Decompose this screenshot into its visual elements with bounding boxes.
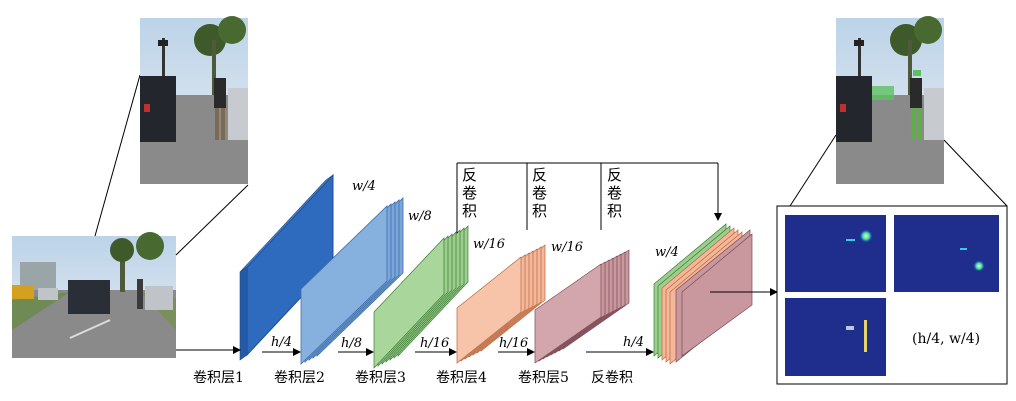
conv5-feature-map [534, 249, 630, 364]
svg-text:积: 积 [462, 202, 477, 220]
layer-label-conv1: 卷积层1 [193, 370, 244, 386]
zoom-line-left-a [94, 74, 141, 237]
width-label-conv4: w/16 [551, 240, 583, 255]
zoom-line-right-b [943, 139, 1008, 207]
heatmap-1 [785, 215, 886, 292]
svg-text:卷: 卷 [607, 184, 622, 202]
layer-label-deconv: 反卷积 [591, 370, 633, 386]
deconv-branch-label-3: 反 卷 积 [607, 166, 622, 220]
width-label-conv1: w/4 [352, 179, 376, 194]
svg-text:反: 反 [607, 166, 622, 184]
svg-text:反: 反 [462, 166, 477, 184]
svg-text:反: 反 [532, 166, 547, 184]
height-label-conv3: h/16 [420, 336, 449, 351]
deconv-branch-label-1: 反 卷 积 [462, 166, 477, 220]
layer-label-conv2: 卷积层2 [274, 370, 325, 386]
output-size-label: (h/4, w/4) [912, 331, 980, 347]
width-label-deconv: w/4 [655, 245, 679, 260]
input-crop-image [140, 16, 248, 184]
svg-text:卷: 卷 [462, 184, 477, 202]
output-crop-image [836, 16, 944, 184]
zoom-line-right-a [789, 134, 837, 207]
input-image [12, 232, 176, 358]
zoom-line-left-b [175, 184, 249, 256]
height-label-conv4: h/16 [499, 336, 528, 351]
conv4-feature-map [456, 244, 546, 364]
width-label-conv3: w/16 [473, 237, 505, 252]
height-label-deconv: h/4 [623, 335, 644, 350]
layer-label-conv3: 卷积层3 [355, 370, 406, 386]
heatmap-3 [785, 298, 886, 376]
deconv-branch-label-2: 反 卷 积 [532, 166, 547, 220]
layer-label-conv4: 卷积层4 [436, 370, 487, 386]
heatmap-2 [894, 215, 999, 292]
conv3-feature-map [373, 225, 469, 369]
deconv-feature-map [653, 223, 753, 365]
height-label-conv2: h/8 [341, 336, 362, 351]
conv1-feature-map [239, 173, 334, 361]
skip-connection-lines [456, 162, 722, 233]
width-label-conv2: w/8 [408, 209, 432, 224]
svg-text:积: 积 [532, 202, 547, 220]
svg-text:积: 积 [607, 202, 622, 220]
conv2-feature-map [300, 197, 404, 365]
height-label-conv1: h/4 [271, 335, 292, 350]
svg-text:卷: 卷 [532, 184, 547, 202]
layer-label-conv5: 卷积层5 [518, 370, 569, 386]
